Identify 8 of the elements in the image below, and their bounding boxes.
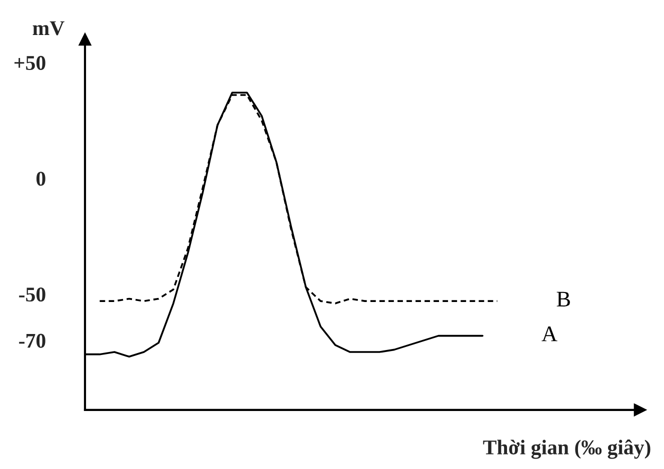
y-axis-title: mV <box>32 21 64 36</box>
text: B <box>556 292 570 306</box>
y-tick-label: -50 <box>19 287 46 302</box>
text: A <box>542 326 558 342</box>
y-tick-label: 0 <box>36 172 46 186</box>
y-tick-label: -70 <box>19 334 46 348</box>
y-tick-label: +50 <box>14 56 46 70</box>
x-axis-title: Thời gian (‰ giây) <box>483 440 650 459</box>
